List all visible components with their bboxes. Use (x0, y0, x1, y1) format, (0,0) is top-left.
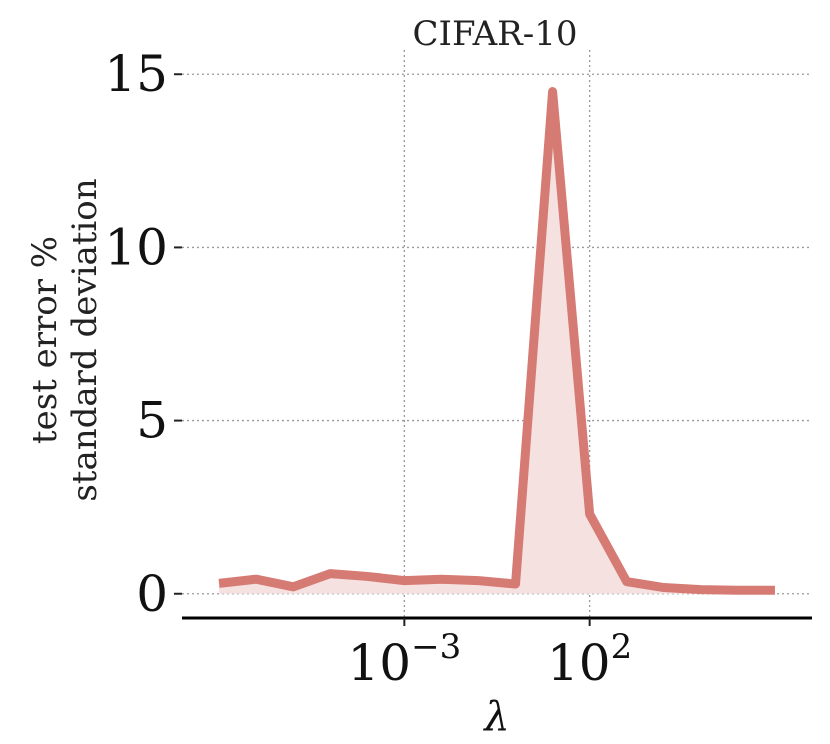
y-tick-label-10: 10 (104, 218, 168, 276)
x-tick-label-1: 102 (547, 627, 632, 692)
chart-title: CIFAR-10 (413, 14, 578, 54)
series-fill-area (219, 91, 775, 594)
series-line-group (218, 87, 776, 595)
y-tick-label-5: 5 (136, 392, 168, 450)
y-tick-label-15: 15 (104, 45, 168, 103)
grid (182, 50, 812, 618)
x-tick-label-0: 10−3 (347, 627, 461, 692)
x-axis-ticks: 10−3 102 (347, 618, 632, 692)
series-fill-0 (219, 91, 775, 594)
y-axis-label-line-2: standard deviation (65, 178, 105, 501)
y-tick-label-0: 0 (136, 565, 168, 623)
series-line-0 (218, 87, 775, 595)
y-axis-ticks: 0 5 10 15 (104, 45, 182, 623)
x-axis-label: λ (482, 694, 509, 740)
y-axis-label-line-1: test error % (25, 236, 65, 444)
